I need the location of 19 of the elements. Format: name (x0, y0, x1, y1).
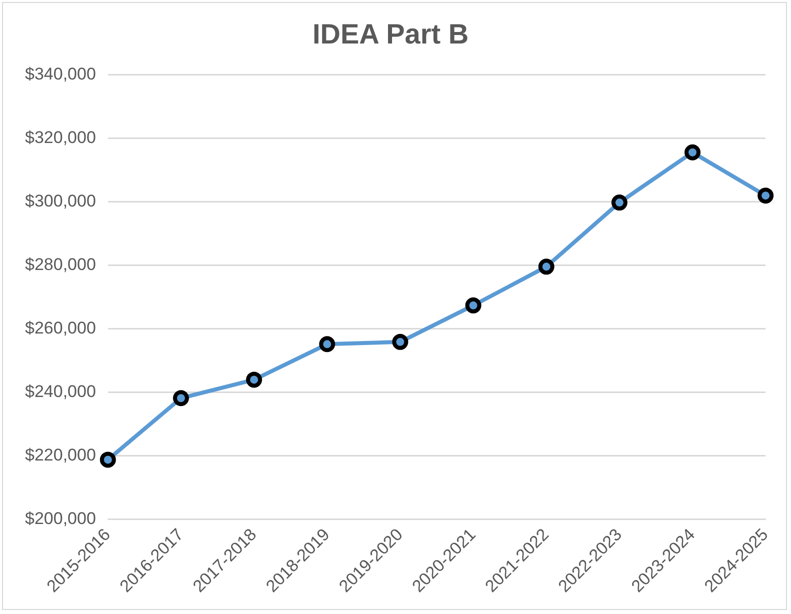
point (465, 297, 482, 314)
y-tick-label: $260,000 (25, 318, 96, 338)
point (611, 194, 628, 211)
y-tick-label: $220,000 (25, 445, 96, 464)
y-tick-label: $320,000 (25, 128, 96, 147)
y-tick-label: $240,000 (25, 382, 96, 401)
y-tick-label: $300,000 (25, 191, 96, 210)
y-tick-label: $280,000 (25, 254, 96, 274)
point (684, 144, 700, 160)
point (758, 188, 774, 204)
y-tick-label: $200,000 (25, 508, 96, 528)
point (319, 336, 336, 352)
point (172, 390, 189, 406)
point (246, 372, 262, 388)
point (392, 334, 408, 350)
point (100, 452, 116, 468)
point (538, 258, 554, 275)
chart-title: IDEA Part B (312, 18, 469, 50)
y-tick-label: $340,000 (25, 64, 96, 84)
